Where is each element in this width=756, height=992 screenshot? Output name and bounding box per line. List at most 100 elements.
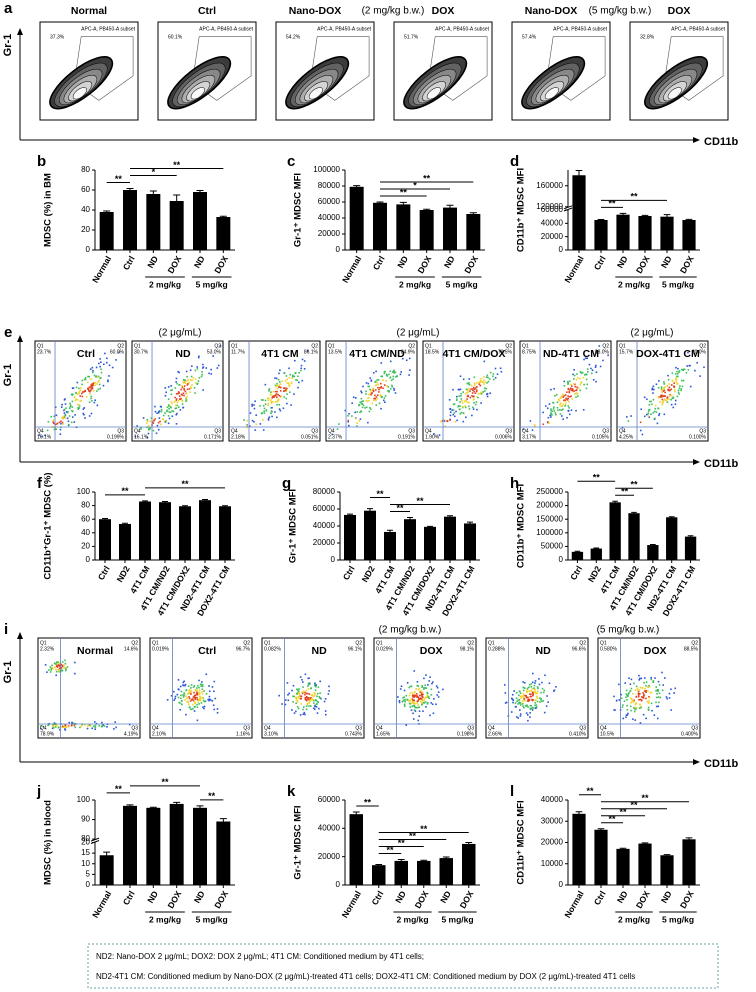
event-dot (659, 396, 661, 398)
event-dot (60, 406, 63, 408)
quadrant-value: 4.19% (124, 731, 139, 737)
event-dot (645, 413, 648, 416)
event-dot (627, 692, 630, 694)
event-dot (66, 417, 69, 420)
bar (216, 217, 231, 250)
event-dot (169, 411, 172, 414)
event-dot (301, 691, 304, 694)
event-dot (549, 414, 551, 417)
y-axis-label: CD11b⁺ MDSC MFI (516, 484, 527, 568)
event-dot (178, 371, 180, 374)
y-tick-label: 60000 (318, 795, 341, 804)
event-dot (382, 379, 384, 381)
event-dot (166, 699, 169, 701)
bar (638, 843, 652, 885)
event-dot (591, 369, 594, 372)
event-dot (90, 397, 92, 400)
panel-title: Normal (77, 645, 113, 657)
bar (462, 843, 476, 885)
event-dot (270, 412, 272, 415)
event-dot (101, 721, 103, 724)
event-dot (100, 725, 103, 728)
y-tick-label: 80 (81, 501, 90, 510)
event-dot (674, 373, 677, 375)
event-dot (181, 703, 183, 706)
quadrant-name: Q4 (264, 725, 271, 731)
event-dot (422, 696, 424, 698)
event-dot (388, 390, 390, 392)
event-dot (276, 385, 279, 387)
event-dot (553, 689, 556, 691)
event-dot (300, 703, 302, 705)
event-dot (650, 691, 653, 694)
event-dot (55, 668, 57, 671)
event-dot (170, 393, 173, 396)
event-dot (453, 403, 456, 405)
event-dot (186, 388, 189, 391)
event-dot (394, 392, 397, 394)
error-bar (182, 505, 188, 507)
event-dot (295, 697, 298, 700)
error-bar (122, 522, 128, 525)
event-dot (54, 663, 57, 665)
event-dot (661, 403, 664, 406)
event-dot (99, 387, 101, 390)
event-dot (569, 387, 572, 390)
event-dot (409, 706, 412, 708)
event-dot (529, 690, 531, 693)
bar (609, 502, 621, 560)
event-dot (174, 407, 177, 410)
event-dot (657, 680, 660, 683)
event-dot (664, 395, 666, 397)
event-dot (427, 695, 430, 698)
event-dot (473, 388, 476, 391)
event-dot (671, 394, 673, 397)
quadrant-name: Q3 (117, 428, 124, 434)
quadrant-value: 88.0% (595, 349, 610, 355)
event-dot (674, 390, 676, 393)
event-dot (297, 386, 299, 389)
error-bar (687, 535, 694, 538)
event-dot (391, 385, 393, 388)
y-tick-label: 250000 (536, 487, 563, 496)
event-dot (425, 696, 427, 699)
event-dot (602, 359, 604, 362)
event-dot (40, 727, 42, 730)
error-bar (663, 854, 671, 856)
event-dot (494, 367, 497, 370)
event-dot (275, 393, 278, 395)
event-dot (102, 384, 105, 387)
quadrant-value: 0.019% (152, 646, 170, 652)
quadrant-name: Q3 (505, 428, 512, 434)
event-dot (643, 396, 646, 399)
event-dot (71, 387, 74, 390)
event-dot (527, 698, 530, 701)
event-dot (51, 667, 54, 669)
event-dot (198, 686, 200, 689)
event-dot (393, 372, 395, 374)
event-dot (59, 433, 62, 435)
event-dot (528, 686, 530, 689)
bar (119, 523, 131, 560)
event-dot (425, 687, 428, 689)
event-dot (314, 689, 317, 692)
event-dot (213, 680, 216, 683)
event-dot (171, 415, 174, 418)
event-dot (658, 701, 660, 704)
event-dot (187, 382, 189, 385)
event-dot (71, 394, 73, 396)
event-dot (249, 425, 251, 428)
event-dot (246, 426, 249, 429)
event-dot (83, 407, 86, 409)
event-dot (464, 400, 466, 403)
event-dot (652, 681, 655, 684)
event-dot (320, 697, 322, 700)
event-dot (293, 712, 296, 714)
event-dot (82, 408, 85, 410)
event-dot (298, 693, 301, 696)
event-dot (278, 394, 281, 397)
event-dot (546, 407, 549, 410)
event-dot (395, 376, 397, 378)
event-dot (676, 370, 678, 373)
event-dot (420, 693, 423, 696)
